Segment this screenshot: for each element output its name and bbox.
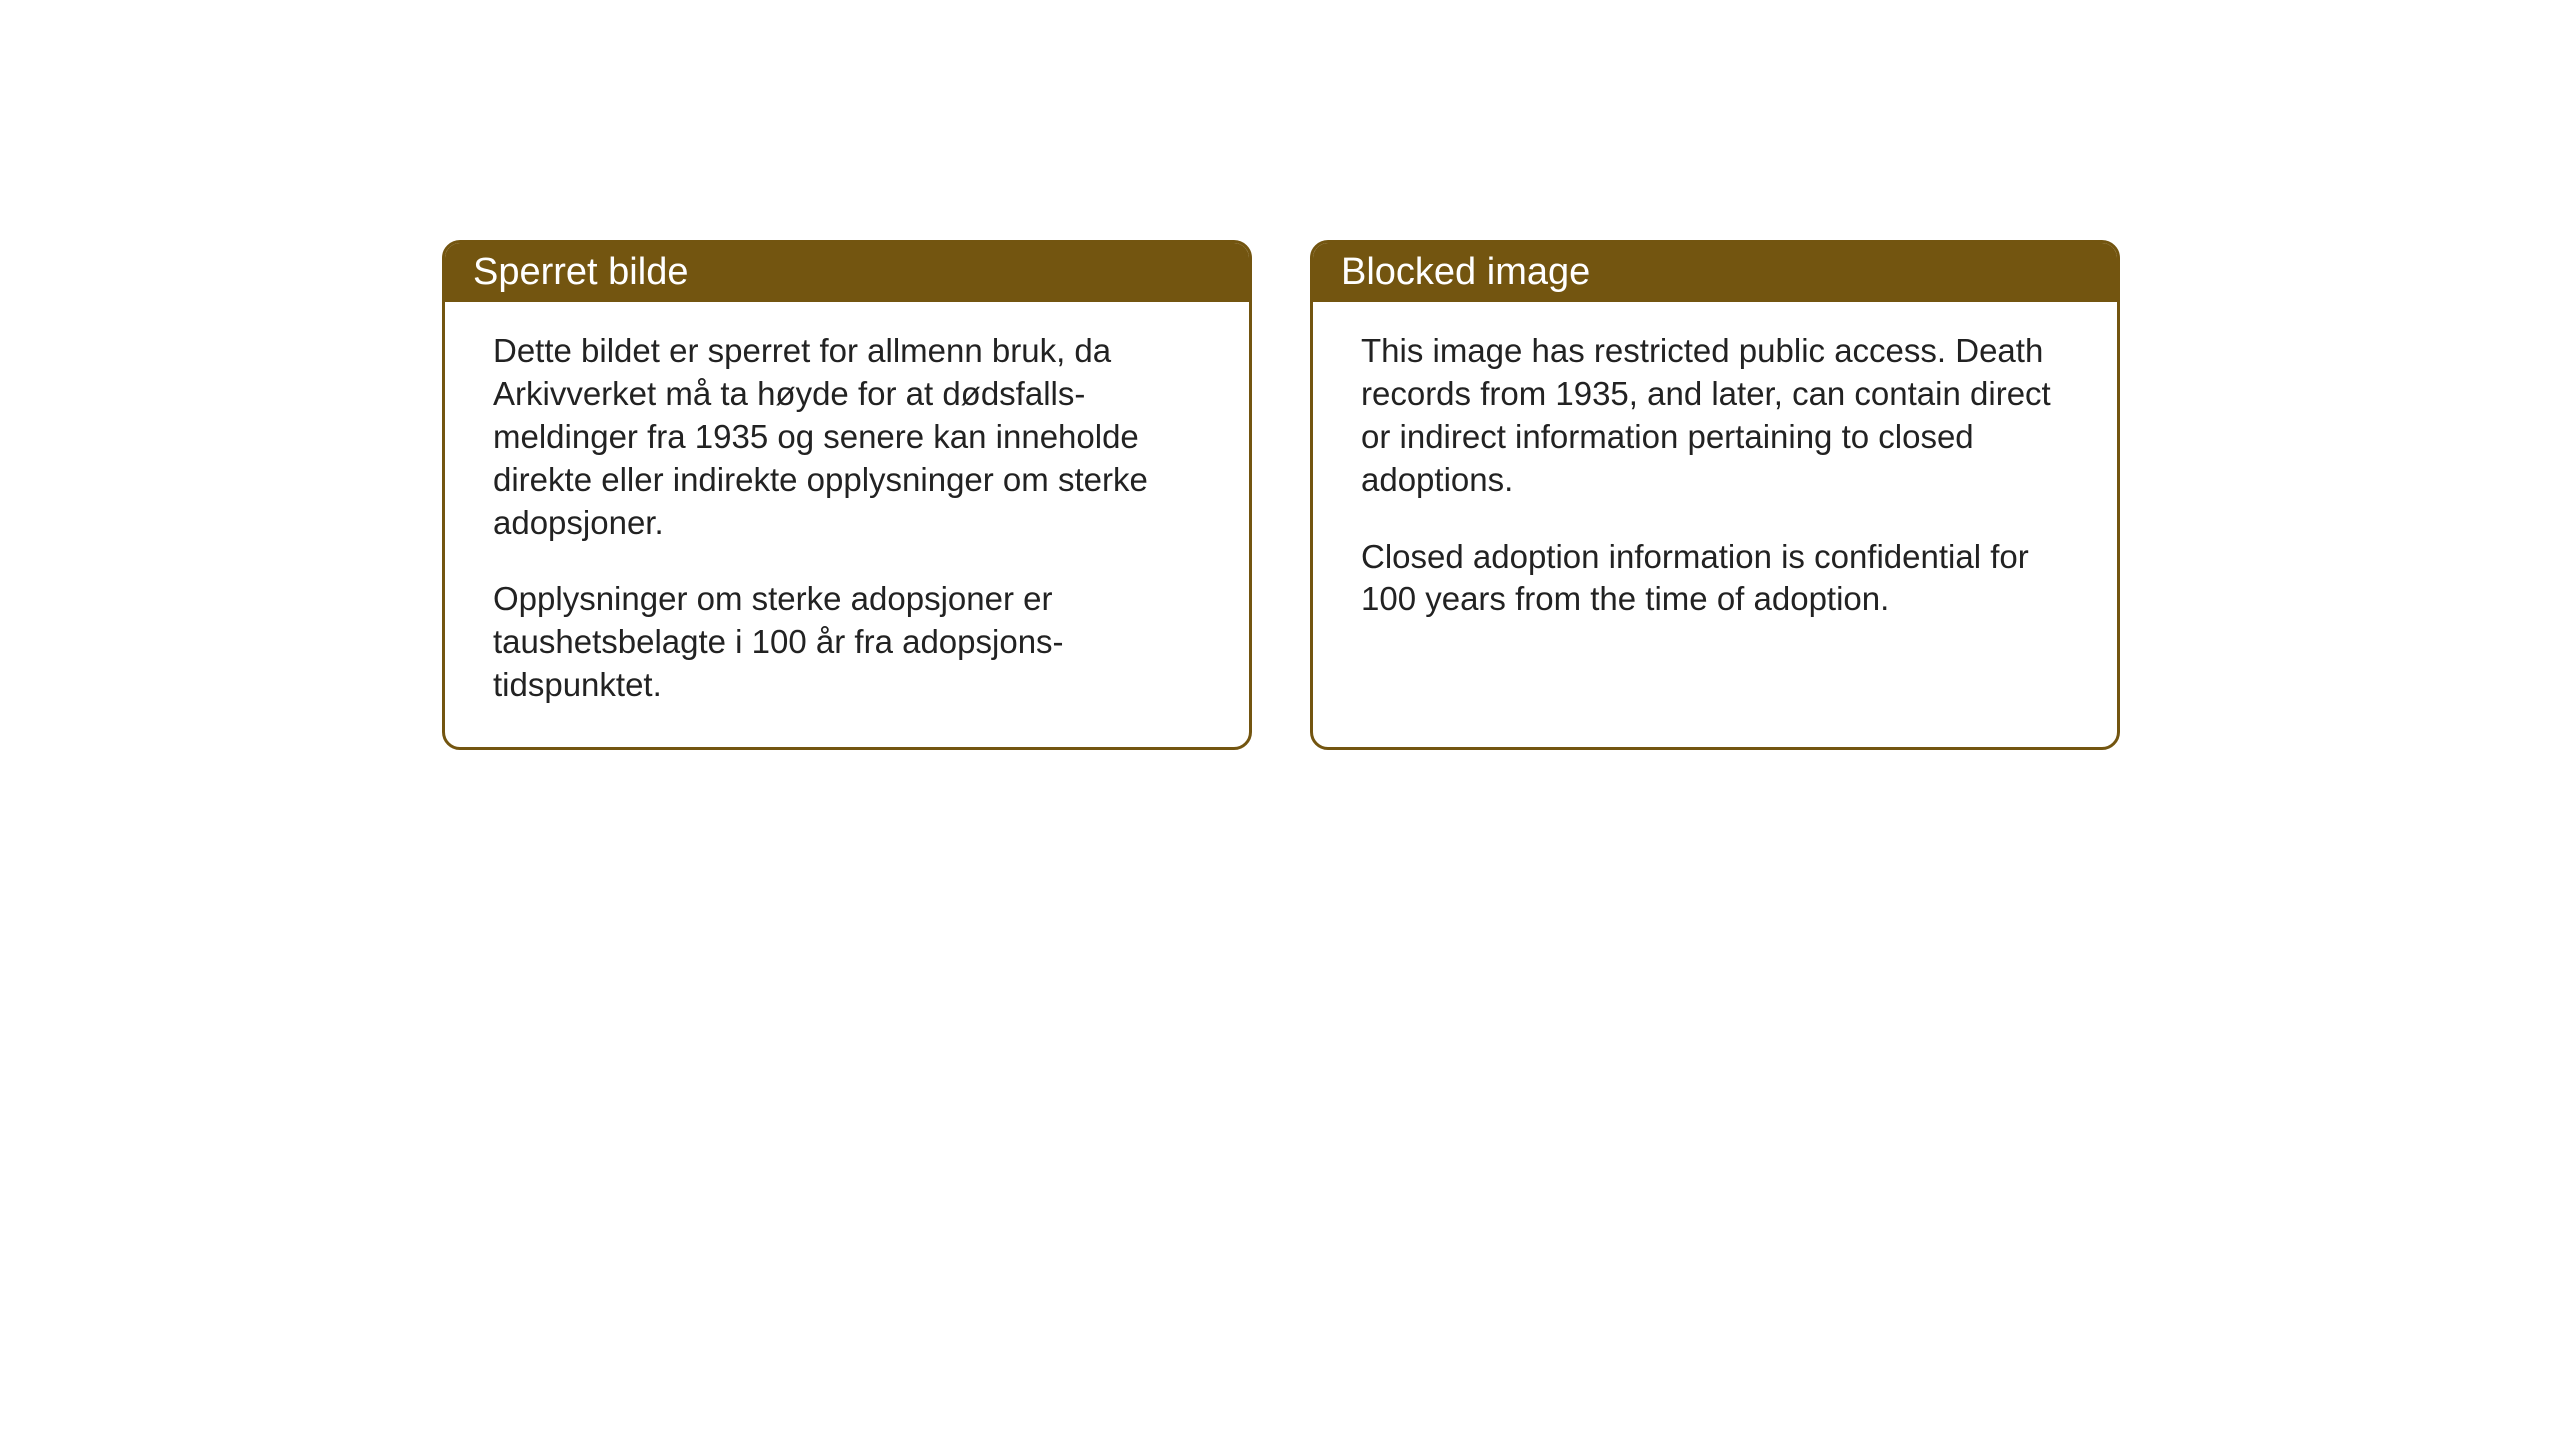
notice-paragraph-2-norwegian: Opplysninger om sterke adopsjoner er tau…: [493, 578, 1201, 707]
notice-body-english: This image has restricted public access.…: [1313, 302, 2117, 661]
notice-paragraph-2-english: Closed adoption information is confident…: [1361, 536, 2069, 622]
notice-header-english: Blocked image: [1313, 243, 2117, 302]
notice-body-norwegian: Dette bildet er sperret for allmenn bruk…: [445, 302, 1249, 747]
notice-title-norwegian: Sperret bilde: [473, 251, 688, 293]
notice-paragraph-1-norwegian: Dette bildet er sperret for allmenn bruk…: [493, 330, 1201, 544]
notice-container: Sperret bilde Dette bildet er sperret fo…: [442, 240, 2120, 750]
notice-title-english: Blocked image: [1341, 251, 1590, 293]
notice-paragraph-1-english: This image has restricted public access.…: [1361, 330, 2069, 502]
notice-box-english: Blocked image This image has restricted …: [1310, 240, 2120, 750]
notice-box-norwegian: Sperret bilde Dette bildet er sperret fo…: [442, 240, 1252, 750]
notice-header-norwegian: Sperret bilde: [445, 243, 1249, 302]
